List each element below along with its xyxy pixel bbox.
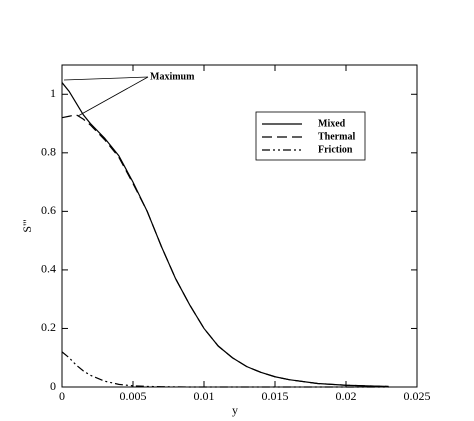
legend-label: Thermal: [318, 131, 355, 142]
x-axis-label: y: [232, 403, 238, 417]
x-tick-label: 0.02: [336, 389, 357, 403]
x-tick-label: 0.025: [404, 389, 431, 403]
x-tick-label: 0.015: [262, 389, 289, 403]
y-tick-label: 0: [50, 379, 56, 393]
x-tick-label: 0.01: [194, 389, 215, 403]
y-tick-label: 0.6: [41, 203, 56, 217]
y-tick-label: 1: [50, 86, 56, 100]
legend: [255, 111, 366, 161]
annotation-arrow: [63, 76, 149, 81]
y-tick-label: 0.2: [41, 320, 56, 334]
annotation-text: Maximum: [150, 71, 195, 82]
annotation-arrow: [77, 76, 149, 117]
legend-label: Friction: [318, 144, 353, 155]
legend-label: Mixed: [318, 118, 346, 129]
line-series: [61, 114, 389, 388]
x-tick-label: 0.005: [120, 389, 147, 403]
annotation: Maximum: [63, 71, 195, 117]
y-axis-label: S''': [20, 219, 34, 232]
y-tick-label: 0.8: [41, 145, 56, 159]
x-tick-label: 0: [59, 389, 65, 403]
y-tick-label: 0.4: [41, 262, 56, 276]
line-series: [61, 351, 389, 388]
plot-frame: [61, 64, 418, 388]
